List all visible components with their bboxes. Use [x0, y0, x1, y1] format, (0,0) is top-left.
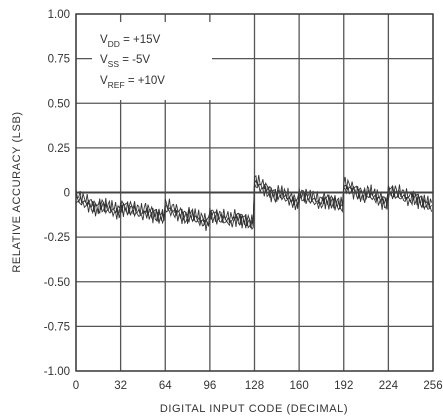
x-tick-label-6: 192 — [334, 380, 353, 392]
x-tick-label-1: 32 — [114, 380, 127, 392]
y-tick-label-8: -1.00 — [44, 366, 70, 378]
conditions-box-background — [92, 22, 212, 100]
y-tick-label-2: 0.50 — [48, 98, 70, 110]
x-tick-label-7: 224 — [379, 380, 399, 392]
error-trace-2 — [75, 183, 433, 232]
x-tick-labels: 0 32 64 96 128 160 192 224 256 — [73, 380, 443, 392]
y-tick-label-4: 0 — [64, 188, 70, 200]
y-tick-label-0: 1.00 — [48, 9, 70, 21]
x-tick-label-2: 64 — [159, 380, 172, 392]
x-tick-label-8: 256 — [423, 380, 442, 392]
y-tick-label-5: -0.25 — [44, 232, 70, 244]
y-tick-label-6: -0.50 — [44, 277, 70, 289]
y-tick-label-7: -0.75 — [44, 321, 70, 333]
y-tick-label-3: 0.25 — [48, 143, 70, 155]
x-axis-label: DIGITAL INPUT CODE (DECIMAL) — [160, 403, 348, 415]
annotation-vdd: VDD = +15V — [100, 34, 161, 49]
annotation-vss: VSS = -5V — [100, 54, 150, 69]
plot-frame — [75, 13, 434, 372]
y-axis-label: RELATIVE ACCURACY (LSB) — [11, 111, 23, 272]
y-tick-label-1: 0.75 — [48, 54, 70, 66]
x-tick-label-0: 0 — [73, 380, 79, 392]
annotation-vref: VREF = +10V — [100, 75, 165, 90]
conditions-box: VDD = +15V VSS = -5V VREF = +10V — [92, 22, 212, 100]
x-tick-label-5: 160 — [290, 380, 309, 392]
x-tick-label-4: 128 — [245, 380, 264, 392]
x-tick-label-3: 96 — [203, 380, 216, 392]
y-tick-labels: 1.00 0.75 0.50 0.25 0 -0.25 -0.50 -0.75 -1.00 — [44, 9, 70, 378]
